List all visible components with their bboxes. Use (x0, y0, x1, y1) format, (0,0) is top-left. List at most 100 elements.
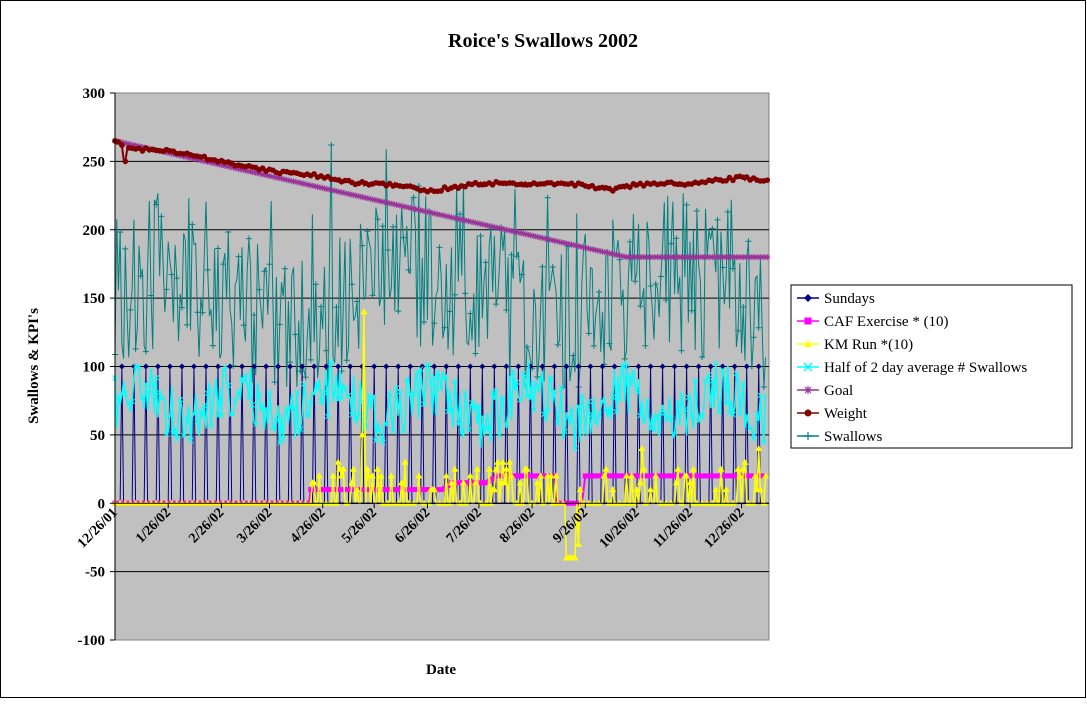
km-run-point (756, 486, 764, 493)
swallows-point (637, 303, 644, 310)
goal-point (513, 229, 520, 236)
caf-exercise-point (469, 480, 475, 486)
goal-point (393, 201, 400, 208)
half-average-point (472, 402, 479, 409)
goal-point (630, 254, 637, 261)
legend-item: Half of 2 day average # Swallows (797, 360, 1027, 376)
km-run-point (466, 472, 474, 479)
half-average-point (390, 428, 396, 434)
goal-point (283, 176, 290, 183)
km-run-point (490, 486, 498, 493)
half-average-point (180, 432, 187, 439)
caf-exercise-point (424, 487, 430, 493)
goal-point (633, 254, 640, 261)
caf-exercise-point (387, 487, 393, 493)
goal-point (712, 254, 719, 261)
caf-exercise-point (421, 487, 427, 493)
goal-point (589, 246, 596, 253)
caf-exercise-point (407, 487, 413, 493)
swallows-point (709, 225, 716, 232)
half-average-point (270, 424, 276, 431)
half-average-point (335, 396, 342, 403)
y-tick-label: 100 (83, 360, 106, 376)
goal-point (252, 169, 259, 176)
swallows-point (199, 309, 206, 316)
goal-point (482, 222, 489, 229)
swallows-point (359, 242, 366, 249)
goal-point (523, 231, 530, 238)
half-average-point (510, 368, 517, 375)
y-tick-label: 150 (83, 291, 106, 307)
series-half-average (112, 358, 767, 452)
half-average-point (592, 418, 599, 424)
legend-label: Goal (824, 383, 853, 399)
caf-exercise-point (702, 473, 708, 479)
swallows-point (204, 266, 211, 273)
goal-point (448, 214, 455, 221)
half-average-point (318, 397, 324, 404)
goal-point (266, 172, 273, 179)
km-run-point (348, 479, 356, 486)
km-run-point (442, 472, 450, 479)
km-run-point (368, 472, 376, 479)
goal-point (427, 209, 434, 216)
caf-exercise-point (744, 473, 750, 479)
caf-exercise-point (497, 473, 503, 479)
half-average-point (661, 410, 668, 416)
swallows-point (235, 253, 242, 260)
swallows-point (251, 312, 258, 319)
goal-point (702, 254, 709, 261)
swallows-point (729, 265, 736, 272)
swallows-point (132, 345, 139, 352)
half-average-point (630, 368, 637, 375)
half-average-point (585, 398, 592, 405)
caf-exercise-point (521, 473, 527, 479)
half-average-point (173, 436, 180, 442)
half-average-point (496, 432, 503, 439)
half-average-point (201, 402, 208, 409)
caf-exercise-point (716, 473, 722, 479)
km-run-point (722, 486, 730, 493)
half-average-point (297, 426, 304, 433)
half-average-point (129, 398, 136, 405)
goal-point (530, 233, 537, 240)
km-run-point (494, 458, 502, 465)
caf-exercise-point (596, 473, 602, 479)
caf-exercise-point (620, 473, 626, 479)
half-average-point (139, 394, 146, 400)
half-average-point (170, 430, 177, 437)
goal-point (664, 254, 671, 261)
chart-title: Roice's Swallows 2002 (448, 30, 638, 52)
y-tick-label: -50 (85, 565, 105, 581)
half-average-point (740, 380, 747, 387)
half-average-point (513, 379, 520, 386)
sundays-point (202, 363, 209, 370)
half-average-point (572, 445, 578, 452)
y-tick-label: 0 (98, 496, 106, 512)
swallows-point (122, 245, 129, 252)
half-average-point (256, 392, 263, 399)
half-average-point (616, 396, 623, 403)
swallows-point (369, 292, 376, 299)
caf-exercise-point (634, 473, 640, 479)
half-average-point (719, 366, 726, 373)
km-run-point (353, 486, 361, 493)
swallows-point (503, 306, 510, 313)
caf-exercise-point (706, 473, 712, 479)
swallows-point (220, 261, 227, 268)
goal-point (201, 158, 208, 165)
sundays-point (347, 363, 354, 370)
swallows-point (431, 320, 438, 327)
sundays-point (166, 363, 173, 370)
caf-exercise-point (390, 487, 396, 493)
swallows-point (652, 280, 659, 287)
caf-exercise-point (593, 473, 599, 479)
goal-point (317, 184, 324, 191)
goal-point (527, 232, 534, 239)
sundays-point (467, 363, 474, 370)
goal-point (300, 180, 307, 187)
caf-exercise-point (332, 487, 338, 493)
half-average-point (177, 396, 184, 403)
goal-point (376, 197, 383, 204)
series-weight (112, 138, 771, 195)
